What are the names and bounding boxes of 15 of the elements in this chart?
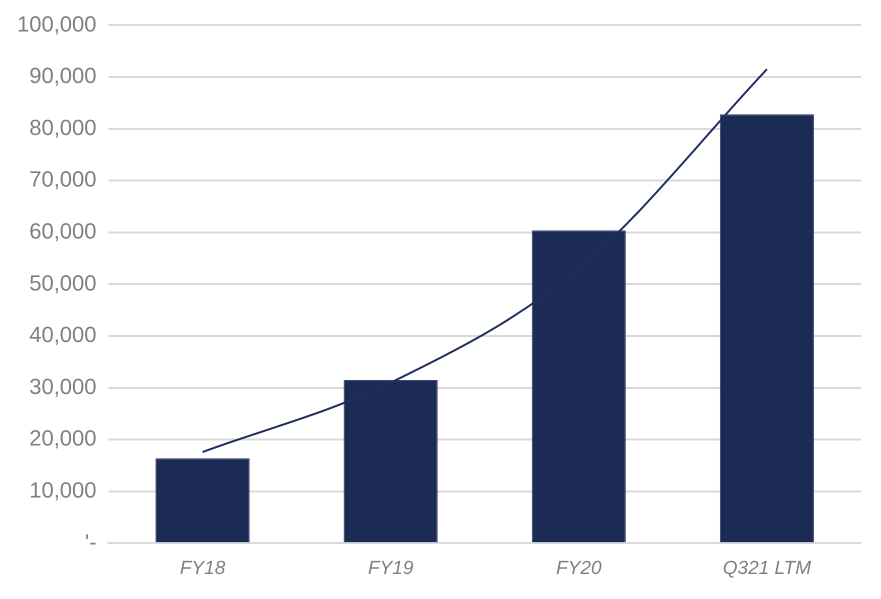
y-tick-label: 90,000	[29, 63, 97, 88]
y-tick-label: 10,000	[29, 477, 97, 502]
y-tick-label: 70,000	[29, 166, 97, 192]
y-tick-label: 30,000	[29, 374, 97, 399]
y-tick-label: 40,000	[29, 322, 97, 348]
y-tick-label: 80,000	[29, 114, 97, 140]
y-tick-label: 60,000	[29, 218, 97, 244]
x-tick-label: FY20	[556, 558, 602, 579]
y-tick-label: 100,000	[16, 11, 97, 36]
x-tick-label: FY18	[180, 558, 226, 579]
x-tick-label: FY19	[368, 558, 414, 579]
y-tick-label: '-	[84, 529, 97, 554]
x-tick-label: Q321 LTM	[722, 558, 812, 579]
y-tick-label: 20,000	[29, 426, 97, 451]
y-tick-label: 50,000	[29, 270, 97, 296]
